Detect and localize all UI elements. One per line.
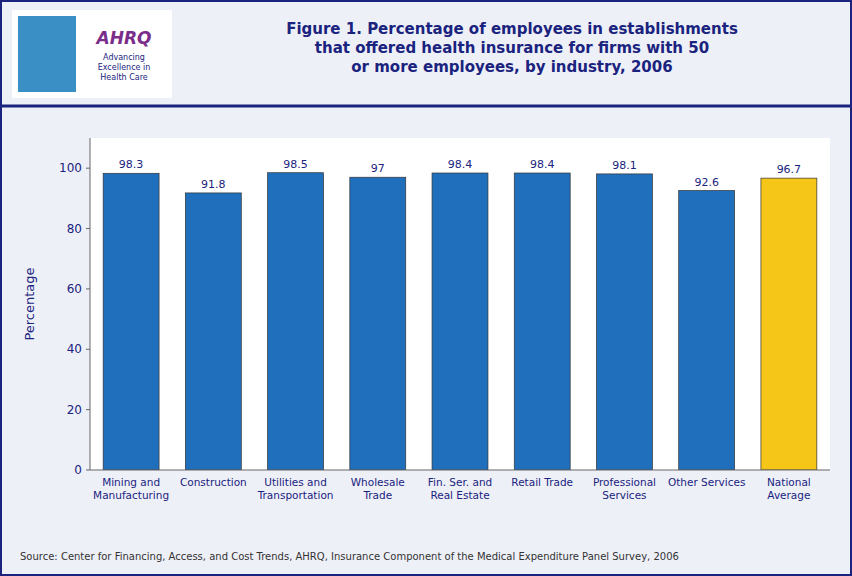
y-axis-label: Percentage (22, 267, 37, 340)
background (0, 0, 852, 576)
y-tick-label: 60 (67, 282, 82, 296)
bar (761, 178, 817, 470)
header-separator (1, 105, 851, 108)
logo: AHRQ AdvancingExcellence inHealth Care (12, 10, 172, 98)
logo-badge (18, 16, 76, 92)
y-tick-label: 80 (67, 222, 82, 236)
logo-background (12, 10, 172, 98)
plot-area (90, 138, 830, 470)
text-line: Mining and (102, 476, 160, 488)
text-line: National (767, 476, 811, 488)
text-line: Average (767, 489, 810, 501)
x-tick-label: ProfessionalServices (593, 476, 656, 501)
data-label: 91.8 (201, 178, 226, 191)
x-tick-label: Utilities andTransportation (257, 476, 334, 501)
chart-svg: AHRQ AdvancingExcellence inHealth Care Fig… (0, 0, 852, 576)
data-label: 98.1 (612, 159, 637, 172)
x-tick-label: Mining andManufacturing (93, 476, 169, 501)
y-tick-label: 100 (59, 161, 82, 175)
text-line: Excellence in (98, 63, 151, 72)
bar (514, 173, 570, 470)
text-line: Professional (593, 476, 656, 488)
y-axis-line (90, 138, 91, 470)
text-line: Advancing (103, 53, 145, 62)
source-note: Source: Center for Financing, Access, an… (20, 551, 679, 562)
text-line: Trade (362, 489, 392, 501)
logo-text: AHRQ (95, 28, 152, 48)
bar (432, 173, 488, 470)
y-tick (86, 470, 90, 471)
data-label: 96.7 (777, 163, 802, 176)
text-line: Manufacturing (93, 489, 169, 501)
text-line: that offered health insurance for firms … (315, 39, 709, 57)
text-line: Wholesale (351, 476, 405, 488)
y-tick (86, 228, 90, 229)
data-label: 98.4 (448, 158, 473, 171)
text-line: Other Services (668, 476, 745, 488)
data-label: 92.6 (694, 176, 719, 189)
data-label: 97 (371, 162, 385, 175)
y-tick (86, 168, 90, 169)
y-tick-label: 20 (67, 403, 82, 417)
text-line: Fin. Ser. and (428, 476, 492, 488)
y-tick-label: 40 (67, 342, 82, 356)
page-border (1, 1, 851, 575)
bar (185, 193, 241, 470)
logo-tagline: AdvancingExcellence inHealth Care (98, 53, 151, 82)
bar (268, 173, 324, 470)
text-line: Construction (180, 476, 247, 488)
data-label: 98.3 (119, 158, 144, 171)
x-tick-label: NationalAverage (767, 476, 811, 501)
x-tick-label: Retail Trade (511, 476, 573, 488)
text-line: Real Estate (430, 489, 489, 501)
title: Figure 1. Percentage of employees in est… (286, 20, 738, 76)
y-tick-label: 0 (74, 463, 82, 477)
x-tick-label: Construction (180, 476, 247, 488)
chart-container: AHRQ AdvancingExcellence inHealth Care Fig… (0, 0, 852, 576)
text-line: Transportation (257, 489, 334, 501)
x-tick-label: WholesaleTrade (351, 476, 405, 501)
text-line: Services (602, 489, 646, 501)
data-label: 98.4 (530, 158, 555, 171)
data-label: 98.5 (283, 158, 308, 171)
text-line: Figure 1. Percentage of employees in est… (286, 20, 738, 38)
text-line: Health Care (100, 73, 147, 82)
bar (596, 174, 652, 470)
text-line: Utilities and (264, 476, 327, 488)
bar (679, 191, 735, 470)
text-line: or more employees, by industry, 2006 (351, 58, 672, 76)
y-tick (86, 349, 90, 350)
bars (103, 173, 817, 470)
y-tick (86, 409, 90, 410)
x-tick-label: Fin. Ser. andReal Estate (428, 476, 492, 501)
y-tick (86, 288, 90, 289)
text-line: Retail Trade (511, 476, 573, 488)
bar (103, 173, 159, 470)
x-tick-label: Other Services (668, 476, 745, 488)
x-axis-line (90, 470, 830, 471)
bar (350, 177, 406, 470)
